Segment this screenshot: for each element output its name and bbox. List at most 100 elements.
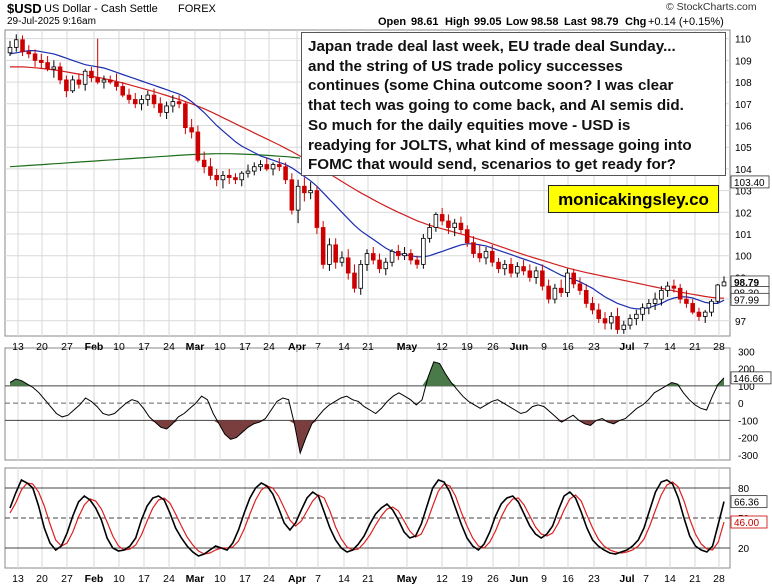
price-x-tick-label: Jun: [510, 341, 529, 353]
price-x-tick-label: 17: [138, 341, 150, 353]
price-label-text: 98.79: [734, 278, 759, 289]
candle-body: [64, 79, 69, 92]
stoch-value-box: [730, 515, 768, 529]
cci-y-tick-label: -300: [738, 451, 758, 462]
datetime-label: 29-Jul-2025 9:16am: [7, 16, 96, 27]
stoch-y-tick-label: 20: [738, 544, 750, 555]
price-x-tick-label: 12: [436, 341, 448, 353]
chg-label: Chg: [625, 16, 647, 28]
candle-body: [583, 290, 589, 304]
candle-body: [32, 53, 38, 61]
stoch-value-label: 46.00: [734, 518, 759, 529]
stoch-x-tick-label: 23: [588, 573, 600, 585]
candle-body: [245, 170, 251, 174]
candle-body: [696, 311, 702, 317]
commentary-line: FOMC that would send, scenarios to get r…: [308, 156, 676, 174]
stoch-x-tick-label: 27: [61, 573, 73, 585]
stoch-x-tick-label: May: [397, 573, 418, 585]
price-x-tick-label: 10: [214, 341, 226, 353]
candle-body: [527, 270, 533, 278]
candle-body: [640, 307, 645, 315]
candle-body: [546, 285, 551, 300]
price-x-tick-label: Feb: [85, 341, 104, 353]
candle-body: [51, 66, 57, 70]
candle-body: [189, 127, 194, 133]
last-label: Last: [564, 16, 587, 28]
candle-body: [364, 253, 370, 265]
candle-body: [345, 257, 351, 274]
stoch-x-tick-label: 16: [562, 573, 574, 585]
commentary-line: that tech was going to come back, and AI…: [308, 97, 684, 115]
candle-body: [402, 253, 407, 257]
low-value: 98.58: [531, 16, 559, 28]
price-y-tick-label: 107: [735, 100, 752, 111]
cci-line: [9, 361, 725, 455]
candle-body: [634, 313, 639, 320]
candle-body: [659, 290, 664, 300]
candle-body: [652, 298, 658, 304]
candle-body: [414, 259, 420, 265]
candle-body: [302, 185, 307, 194]
candle-body: [170, 101, 176, 107]
price-x-tick-label: May: [397, 341, 418, 353]
stoch-x-tick-label: Mar: [186, 573, 205, 585]
price-x-tick-label: 7: [643, 341, 649, 353]
stoch-x-tick-label: Jul: [619, 573, 634, 585]
credit-label: © StockCharts.com: [666, 1, 757, 13]
candle-body: [226, 175, 232, 178]
high-label: High: [445, 16, 470, 28]
candle-body: [308, 190, 313, 194]
price-x-tick-label: Jul: [619, 341, 634, 353]
price-x-tick-label: 17: [239, 341, 251, 353]
ma-fast-line: [9, 49, 725, 310]
ma-slow-line: [9, 153, 301, 168]
price-x-tick-label: 10: [113, 341, 125, 353]
candle-body: [665, 285, 670, 291]
candle-body: [320, 227, 326, 265]
price-y-tick-label: 110: [735, 35, 751, 46]
candle-body: [565, 272, 570, 293]
candle-body: [721, 281, 727, 287]
candle-body: [427, 227, 432, 239]
candle-body: [452, 222, 457, 228]
cci-y-tick-label: 300: [738, 347, 755, 358]
stoch-x-tick-label: 7: [643, 573, 649, 585]
candle-body: [195, 131, 201, 161]
candle-body: [458, 222, 464, 231]
last-value: 98.79: [591, 16, 619, 28]
candle-body: [39, 59, 44, 63]
price-x-tick-label: 28: [713, 341, 725, 353]
candle-body: [20, 39, 25, 53]
stoch-x-tick-label: 28: [713, 573, 725, 585]
price-x-tick-label: 13: [12, 341, 24, 353]
price-y-tick-label: 104: [735, 165, 752, 176]
stoch-x-tick-label: 21: [362, 573, 374, 585]
candle-body: [327, 244, 332, 265]
price-x-tick-label: 21: [362, 341, 374, 353]
price-x-tick-label: 19: [461, 341, 473, 353]
candle-body: [615, 316, 620, 330]
candle-body: [464, 229, 470, 244]
price-x-tick-label: Apr: [288, 341, 306, 353]
candle-body: [389, 250, 395, 263]
cci-y-tick-label: -100: [738, 416, 758, 427]
cci-y-tick-label: 0: [738, 399, 744, 410]
commentary-line: Japan trade deal last week, EU trade dea…: [308, 38, 676, 55]
stoch-x-tick-label: 9: [541, 573, 547, 585]
commentary-line: and the string of US trade policy succes…: [308, 57, 623, 75]
candle-body: [677, 287, 683, 300]
stoch-x-tick-label: 12: [436, 573, 448, 585]
cci-positive-fill: [10, 361, 724, 386]
stoch-x-tick-label: 24: [263, 573, 275, 585]
candle-body: [446, 220, 451, 228]
candle-body: [533, 270, 539, 278]
candle-body: [352, 272, 357, 289]
price-x-tick-label: 16: [562, 341, 574, 353]
price-y-tick-label: 102: [735, 208, 752, 219]
candle-body: [496, 261, 501, 270]
stoch-x-tick-label: 24: [163, 573, 175, 585]
candle-body: [13, 39, 19, 48]
price-x-tick-label: 24: [163, 341, 175, 353]
candle-body: [508, 263, 514, 274]
